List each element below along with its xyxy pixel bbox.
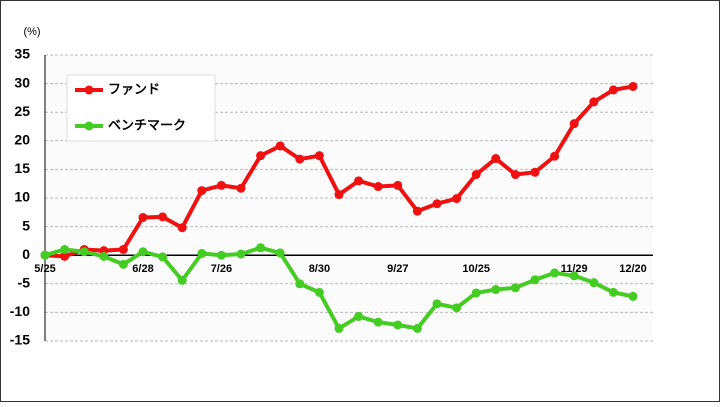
data-point (471, 170, 481, 180)
data-point (589, 278, 599, 288)
y-tick-label: 25 (14, 103, 30, 119)
y-axis-label: (%) (23, 26, 40, 38)
data-point (628, 81, 638, 91)
y-tick-label: 15 (14, 160, 30, 176)
y-tick-label: -15 (10, 332, 30, 348)
x-tick-label: 5/25 (34, 263, 55, 275)
data-point (275, 141, 285, 151)
data-point (236, 183, 246, 193)
data-point (510, 283, 520, 293)
data-point (608, 85, 618, 95)
data-point (118, 259, 128, 269)
data-point (256, 243, 266, 253)
data-point (197, 186, 207, 196)
data-point (314, 151, 324, 161)
data-point (373, 317, 383, 327)
data-point (354, 176, 364, 186)
data-point (334, 323, 344, 333)
data-point (550, 268, 560, 278)
data-point (177, 223, 187, 233)
data-point (314, 287, 324, 297)
data-point (216, 180, 226, 190)
y-tick-label: -5 (18, 275, 31, 291)
data-point (99, 251, 109, 261)
data-point (295, 279, 305, 289)
y-tick-label: 10 (14, 189, 30, 205)
x-tick-label: 6/28 (132, 263, 153, 275)
data-point (412, 206, 422, 216)
data-point (373, 182, 383, 192)
data-point (569, 119, 579, 129)
x-tick-label: 11/29 (561, 263, 588, 275)
data-point (589, 97, 599, 107)
legend-box (66, 74, 216, 142)
x-tick-label: 10/25 (462, 263, 490, 275)
data-point (118, 244, 128, 254)
data-point (432, 199, 442, 209)
y-tick-label: 30 (14, 74, 30, 90)
legend-label: ベンチマーク (108, 117, 186, 132)
data-point (275, 248, 285, 258)
y-tick-label: 35 (14, 46, 30, 62)
data-point (510, 170, 520, 180)
data-point (491, 154, 501, 164)
data-point (158, 212, 168, 222)
data-point (354, 311, 364, 321)
data-point (256, 151, 266, 161)
data-point (60, 251, 70, 261)
data-point (452, 194, 462, 204)
data-point (177, 275, 187, 285)
data-point (138, 247, 148, 257)
data-point (393, 180, 403, 190)
data-point (550, 151, 560, 161)
data-point (530, 167, 540, 177)
legend-label: ファンド (108, 81, 160, 96)
data-point (393, 320, 403, 330)
legend-marker (84, 85, 94, 95)
data-point (452, 303, 462, 313)
y-tick-label: 20 (14, 132, 30, 148)
legend-marker (84, 121, 94, 131)
x-tick-label: 9/27 (387, 263, 408, 275)
data-point (608, 287, 618, 297)
data-point (60, 244, 70, 254)
data-point (569, 271, 579, 281)
data-point (530, 275, 540, 285)
data-point (79, 247, 89, 257)
data-point (197, 248, 207, 258)
data-point (216, 250, 226, 260)
x-tick-label: 7/26 (211, 263, 232, 275)
x-tick-label: 8/30 (309, 263, 330, 275)
data-point (40, 250, 50, 260)
data-point (334, 190, 344, 200)
data-point (471, 288, 481, 298)
y-tick-label: 0 (22, 246, 30, 262)
y-tick-label: 5 (22, 217, 30, 233)
x-tick-label: 12/20 (619, 263, 647, 275)
data-point (295, 154, 305, 164)
data-point (628, 291, 638, 301)
data-point (432, 299, 442, 309)
data-point (138, 212, 148, 222)
data-point (412, 323, 422, 333)
data-point (236, 249, 246, 259)
data-point (158, 252, 168, 262)
y-tick-label: -10 (10, 303, 30, 319)
data-point (491, 285, 501, 295)
